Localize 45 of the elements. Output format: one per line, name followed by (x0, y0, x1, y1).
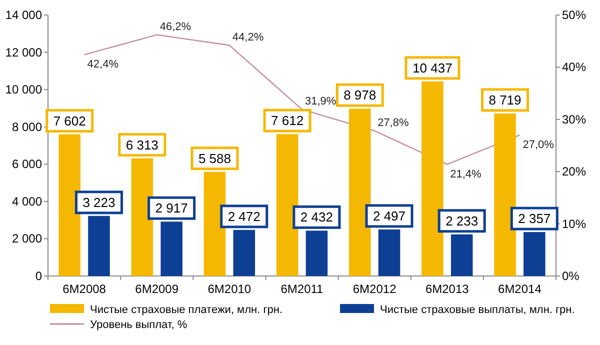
data-label: 42,4% (87, 58, 119, 71)
y2-tick-label: 50% (562, 8, 586, 22)
data-label: 8 978 (344, 88, 376, 103)
data-label: 31,9% (305, 95, 336, 108)
legend-label: Уровень выплат, % (90, 319, 188, 331)
y-tick-label: 12 000 (5, 45, 42, 60)
data-label: 44,2% (232, 31, 264, 44)
y-tick-label: 6 000 (12, 157, 42, 172)
y-tick-label: 14 000 (5, 8, 42, 22)
data-label: 21,4% (450, 168, 482, 180)
x-tick-label: 6M2012 (352, 282, 397, 296)
data-label: 27,0% (522, 139, 554, 152)
x-tick-label: 6M2008 (62, 282, 106, 296)
data-label: 6 313 (126, 137, 158, 152)
y2-tick-label: 20% (562, 164, 586, 179)
data-label: 5 588 (198, 150, 232, 166)
data-label: 7 612 (271, 113, 304, 128)
y2-tick-label: 40% (562, 60, 586, 74)
legend-label: Чистые страховые платежи, млн. грн. (90, 304, 282, 316)
data-label: 2 233 (446, 213, 478, 228)
y-tick-label: 10 000 (5, 82, 42, 97)
y2-tick-label: 30% (562, 112, 586, 126)
data-label: 2 472 (228, 208, 260, 224)
data-label: 27,8% (378, 116, 409, 129)
x-tick-label: 6M2013 (425, 282, 470, 296)
data-label: 2 917 (155, 200, 188, 216)
y2-tick-label: 0% (562, 269, 580, 283)
x-tick-label: 6M2011 (280, 282, 324, 296)
y-tick-label: 0 (35, 269, 42, 283)
y2-tick-label: 10% (562, 216, 586, 231)
y-tick-label: 4 000 (12, 194, 42, 208)
y-tick-label: 2 000 (12, 232, 42, 246)
data-label: 2 497 (372, 208, 406, 224)
data-label: 8 719 (488, 92, 522, 108)
x-tick-label: 6M2009 (135, 282, 179, 296)
data-label: 3 223 (82, 194, 116, 210)
data-label: 2 432 (300, 210, 333, 225)
legend-label: Чистые страховые выплаты, млн. грн. (380, 304, 575, 316)
x-tick-label: 6M2010 (208, 282, 252, 296)
x-tick-label: 6M2014 (498, 282, 542, 296)
data-label: 7 602 (53, 113, 86, 128)
y-tick-label: 8 000 (12, 120, 42, 134)
data-label: 46,2% (160, 20, 192, 33)
data-label: 2 357 (518, 211, 551, 226)
data-label: 10 437 (412, 60, 452, 76)
